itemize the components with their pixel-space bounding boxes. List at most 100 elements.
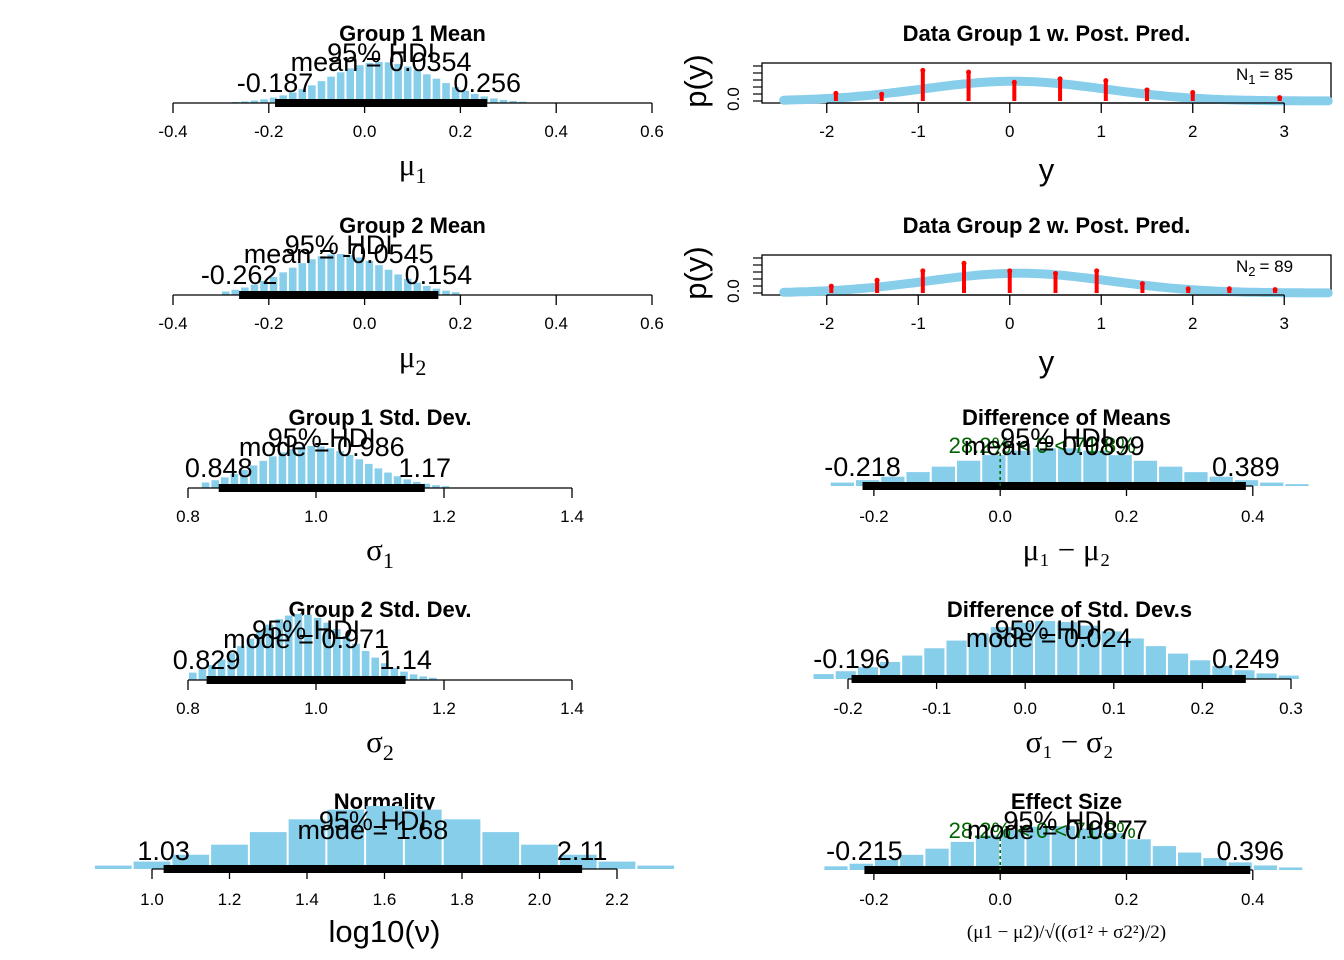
x-axis-label: (μ1 − μ2)/√((σ1² + σ2²)/2) xyxy=(967,922,1166,943)
histogram-bar xyxy=(346,68,355,103)
histogram-bar xyxy=(1209,476,1233,486)
hdi-label: 95% HDI xyxy=(268,423,376,453)
histogram-bar xyxy=(374,468,383,488)
data-point xyxy=(920,268,926,274)
histogram-bar xyxy=(490,98,498,103)
panel-diffmeans: Difference of Means -0.2 0.0 0.2 0.4 28.2% < … xyxy=(824,405,1309,567)
histogram-bar xyxy=(221,291,230,295)
histogram-bar xyxy=(361,650,370,680)
x-tick-label: 1.4 xyxy=(560,699,584,718)
hdi-low-label: -0.262 xyxy=(201,260,278,290)
x-tick-label: 0.6 xyxy=(640,122,664,141)
histogram-bar xyxy=(975,835,1000,870)
histogram xyxy=(201,446,450,488)
x-tick-label: -2 xyxy=(819,314,834,333)
histogram-bar xyxy=(308,259,316,295)
histogram-bar xyxy=(432,78,441,103)
histogram-bar xyxy=(813,674,834,679)
histogram-bar xyxy=(1123,638,1144,679)
x-tick-label: 0.0 xyxy=(988,507,1012,526)
data-point xyxy=(833,90,839,96)
hdi-low-label: 0.829 xyxy=(173,645,241,675)
x-tick-label: 0.0 xyxy=(353,314,377,333)
x-tick-label: 1.0 xyxy=(304,699,328,718)
hdi-low-label: -0.196 xyxy=(813,644,890,674)
histogram-bar xyxy=(260,99,268,103)
histogram-bar xyxy=(250,284,259,295)
histogram-bar xyxy=(1051,826,1075,870)
histogram-bar xyxy=(1152,846,1177,870)
x-tick-label: 0.4 xyxy=(1241,890,1265,909)
histogram xyxy=(824,826,1303,870)
data-point xyxy=(1226,286,1232,292)
histogram-bar xyxy=(381,663,389,680)
x-tick-label: 0 xyxy=(1005,314,1014,333)
histogram-bar xyxy=(393,476,402,488)
sample-size-n: N xyxy=(1236,65,1248,84)
histogram xyxy=(94,806,675,869)
histogram-bar xyxy=(1234,670,1255,679)
y-tick-label: 0.0 xyxy=(724,87,743,111)
sample-size-label: N2 = 89 xyxy=(1236,257,1293,279)
hdi-low-label: 1.03 xyxy=(137,836,190,866)
histogram-bar xyxy=(288,819,326,869)
x-tick-label: 0.1 xyxy=(1102,699,1126,718)
histogram-bar xyxy=(298,263,307,295)
x-tick-label: 1 xyxy=(1097,122,1106,141)
histogram-bar xyxy=(1083,450,1107,486)
x-tick-label: -0.2 xyxy=(254,314,283,333)
histogram-bar xyxy=(1203,858,1227,870)
hdi-label: 95% HDI xyxy=(1000,423,1108,453)
panel-title: Effect Size xyxy=(1011,789,1122,814)
x-tick-label: 0 xyxy=(1005,122,1014,141)
x-tick-label: 1 xyxy=(1097,314,1106,333)
data-histogram xyxy=(833,67,1283,101)
central-tendency-label: mode = 0.024 xyxy=(966,623,1132,653)
panel-effect: Effect Size -0.2 0.0 0.2 0.4 28.2% < 0 < 71.8… xyxy=(824,789,1303,943)
histogram-bar xyxy=(423,285,431,295)
histogram-bar xyxy=(1145,646,1166,679)
panel-ppc1: Data Group 1 w. Post. Pred. 0.0 p(y) -2 -1 0 1… xyxy=(678,21,1333,187)
histogram-bar xyxy=(1101,631,1122,679)
data-point xyxy=(874,277,880,283)
histogram-bar xyxy=(1260,482,1284,486)
histogram-bar xyxy=(336,254,345,295)
histogram-bar xyxy=(217,659,226,680)
panel-title: Difference of Means xyxy=(962,405,1171,430)
x-axis: -0.2 0.0 0.2 0.4 xyxy=(859,485,1265,526)
histogram-bar xyxy=(874,859,899,870)
histogram xyxy=(189,614,437,680)
hdi-label: 95% HDI xyxy=(252,615,360,645)
x-tick-label: 1.8 xyxy=(450,890,474,909)
data-point xyxy=(1185,286,1191,292)
panel-mu2: Group 2 Mean -0.4 -0.2 0.0 0.2 0.4 0.6 95% HDIm… xyxy=(158,213,663,380)
histogram-bar xyxy=(237,646,245,680)
histogram-bar xyxy=(365,260,374,295)
sample-size-value: = 89 xyxy=(1260,257,1294,276)
histogram-bar xyxy=(256,631,264,680)
x-tick-label: 0.4 xyxy=(1241,507,1265,526)
central-tendency-label: mode = 0.971 xyxy=(223,624,389,654)
histogram-bar xyxy=(260,281,268,295)
data-point xyxy=(1094,268,1100,274)
histogram-bar xyxy=(1133,460,1158,486)
x-tick-label: 1.0 xyxy=(140,890,164,909)
histogram-bar xyxy=(400,671,408,680)
x-tick-label: 0.3 xyxy=(1279,699,1303,718)
hdi-label: 95% HDI xyxy=(1003,806,1111,836)
histogram-bar xyxy=(470,93,479,103)
x-tick-label: 0.2 xyxy=(449,314,473,333)
histogram-bar xyxy=(849,863,873,870)
histogram-bar xyxy=(384,472,392,488)
histogram-bar xyxy=(317,81,326,103)
histogram-bar xyxy=(1079,625,1100,679)
panel-title: Difference of Std. Dev.s xyxy=(947,597,1192,622)
histogram-bar xyxy=(423,74,431,103)
histogram-bar xyxy=(1167,653,1189,679)
histogram-bar xyxy=(835,671,856,679)
histogram xyxy=(231,62,527,103)
x-tick-label: 2 xyxy=(1188,122,1197,141)
histogram-bar xyxy=(1001,829,1025,870)
histogram-bar xyxy=(404,809,442,869)
histogram-bar xyxy=(326,448,335,488)
